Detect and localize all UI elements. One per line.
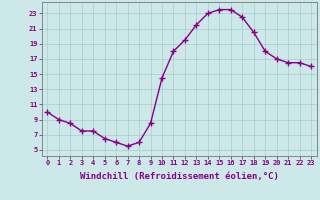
X-axis label: Windchill (Refroidissement éolien,°C): Windchill (Refroidissement éolien,°C) bbox=[80, 172, 279, 181]
